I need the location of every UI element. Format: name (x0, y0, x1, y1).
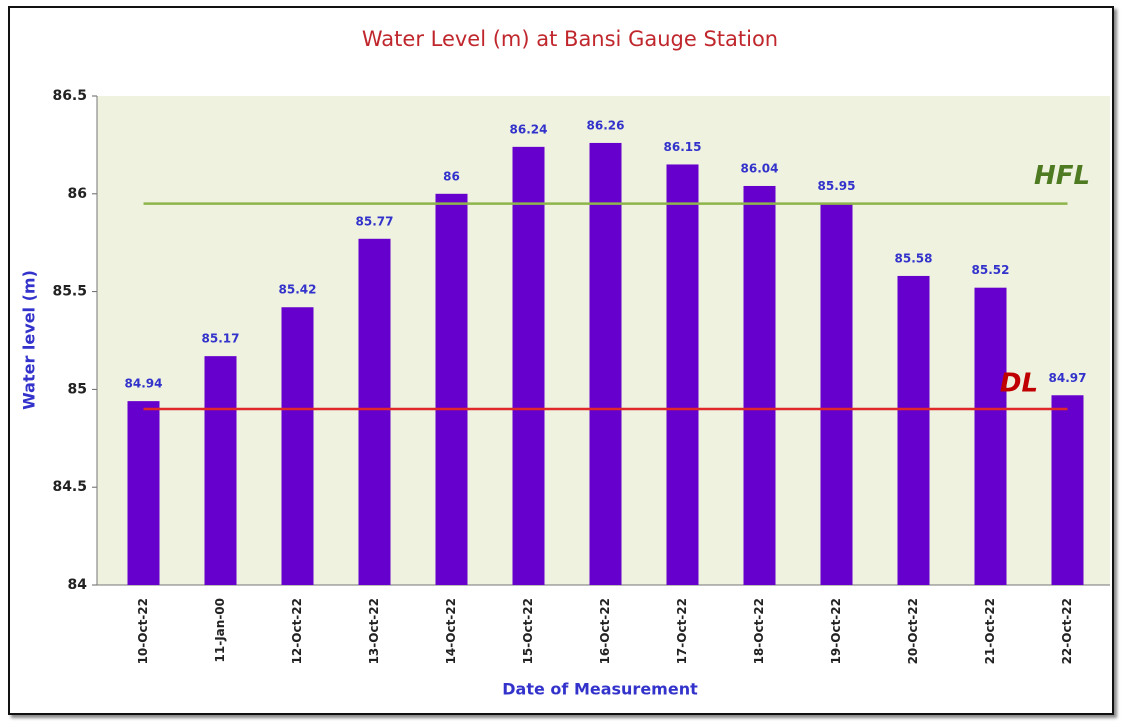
value-label: 85.77 (356, 214, 394, 228)
value-label: 86 (443, 169, 460, 183)
x-tick-label: 21-Oct-22 (983, 598, 997, 664)
value-label: 86.24 (510, 122, 548, 136)
value-label: 85.95 (818, 179, 856, 193)
y-tick-label: 85 (68, 381, 87, 397)
value-label: 86.04 (741, 161, 779, 175)
bar (127, 401, 160, 585)
y-tick-label: 84 (68, 577, 88, 593)
bar (743, 185, 776, 585)
value-label: 85.52 (972, 263, 1010, 277)
bar (589, 142, 622, 585)
bar (974, 287, 1007, 585)
x-tick-label: 11-Jan-00 (213, 598, 227, 662)
bar (512, 146, 545, 585)
value-label: 86.26 (587, 118, 625, 132)
x-tick-label: 19-Oct-22 (829, 598, 843, 664)
reference-label: HFL (1034, 161, 1090, 191)
value-label: 86.15 (664, 140, 702, 154)
x-tick-label: 15-Oct-22 (521, 598, 535, 664)
x-tick-label: 16-Oct-22 (598, 598, 612, 664)
x-tick-label: 17-Oct-22 (675, 598, 689, 664)
y-tick-label: 84.5 (52, 479, 87, 495)
value-label: 84.97 (1049, 371, 1087, 385)
y-tick-label: 86 (68, 186, 87, 202)
bar (435, 193, 468, 586)
y-tick-label: 86.5 (52, 88, 87, 104)
x-tick-label: 13-Oct-22 (367, 598, 381, 664)
bar (358, 238, 391, 585)
bar (204, 356, 237, 585)
x-tick-label: 18-Oct-22 (752, 598, 766, 664)
y-tick-label: 85.5 (52, 284, 87, 300)
x-tick-label: 14-Oct-22 (444, 598, 458, 664)
value-label: 85.58 (895, 251, 933, 265)
bar (281, 307, 314, 585)
x-axis-title: Date of Measurement (502, 680, 698, 699)
bar (820, 203, 853, 585)
chart-title: Water Level (m) at Bansi Gauge Station (362, 27, 778, 51)
value-label: 85.42 (279, 283, 317, 297)
reference-label: DL (1000, 368, 1038, 398)
x-tick-label: 22-Oct-22 (1060, 598, 1074, 664)
x-tick-label: 20-Oct-22 (906, 598, 920, 664)
x-tick-label: 12-Oct-22 (290, 598, 304, 664)
bar (1051, 395, 1084, 585)
bar (666, 164, 699, 585)
value-label: 85.17 (202, 332, 240, 346)
y-axis-title: Water level (m) (20, 270, 39, 410)
value-label: 84.94 (125, 377, 163, 391)
x-tick-label: 10-Oct-22 (136, 598, 150, 664)
frame (8, 6, 1114, 715)
bar (897, 275, 930, 585)
